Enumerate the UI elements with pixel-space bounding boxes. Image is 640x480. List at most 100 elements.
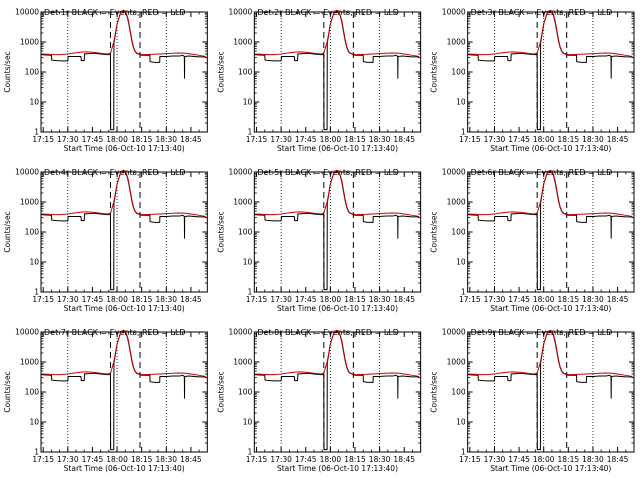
y-tick-label: 1 (461, 128, 466, 137)
y-tick-label: 10 (243, 258, 253, 267)
plot-frame (253, 171, 422, 293)
x-tick-label: 18:15 (344, 455, 366, 464)
panel-2: Det 2r BLACK = Events, RED = LLD 1 10 100 10… (216, 8, 422, 153)
series-line-red (254, 329, 420, 377)
panel-9: Det 9r BLACK = Events, RED = LLD 1 10 100 10… (430, 328, 635, 473)
x-tick-label: 18:00 (320, 135, 342, 144)
y-tick-label: 1000 (447, 358, 466, 367)
y-tick-label: 1000 (20, 38, 39, 47)
x-tick-label: 17:30 (270, 295, 292, 304)
x-tick-label: 18:45 (180, 295, 202, 304)
x-tick-label: 17:45 (82, 455, 104, 464)
panel-8: Det 8r BLACK = Events, RED = LLD 1 10 100 10… (216, 328, 422, 473)
x-tick-label: 17:30 (270, 455, 292, 464)
x-tick-label: 17:15 (32, 455, 54, 464)
panel-title: Det 7r BLACK = Events, RED = LLD (44, 328, 186, 337)
y-tick-label: 10000 (442, 8, 466, 17)
y-tick-label: 1 (248, 288, 253, 297)
y-tick-label: 10 (456, 258, 466, 267)
panel-title: Det 3r BLACK = Events, RED = LLD (471, 8, 613, 17)
x-tick-label: 18:45 (180, 455, 202, 464)
y-tick-label: 100 (25, 388, 40, 397)
x-tick-label: 18:00 (533, 455, 555, 464)
y-tick-label: 1 (461, 288, 466, 297)
y-tick-label: 10 (243, 98, 253, 107)
y-tick-label: 1 (34, 128, 39, 137)
x-tick-label: 17:30 (57, 135, 79, 144)
x-tick-label: 17:15 (459, 455, 481, 464)
y-tick-label: 1000 (233, 358, 252, 367)
y-tick-label: 10000 (15, 168, 39, 177)
x-tick-label: 18:15 (131, 135, 153, 144)
y-tick-label: 1 (248, 128, 253, 137)
x-tick-label: 18:30 (582, 135, 604, 144)
series-line-black (40, 330, 206, 451)
series-line-red (467, 329, 633, 377)
y-tick-label: 1000 (233, 38, 252, 47)
series-line-black (254, 330, 420, 451)
series-line-red (254, 169, 420, 217)
panel-title: Det 8r BLACK = Events, RED = LLD (257, 328, 399, 337)
x-tick-label: 18:30 (369, 455, 391, 464)
y-axis-label: Counts/sec (430, 371, 439, 412)
x-tick-label: 17:45 (508, 295, 530, 304)
x-tick-label: 18:45 (393, 295, 415, 304)
y-tick-label: 100 (25, 228, 40, 237)
x-tick-label: 17:45 (295, 295, 317, 304)
x-axis-label: Start Time (06-Oct-10 17:13:40) (490, 464, 611, 473)
y-tick-label: 10000 (442, 168, 466, 177)
series-line-black (467, 170, 633, 291)
panel-5: Det 5r BLACK = Events, RED = LLD 1 10 100 10… (216, 168, 422, 313)
plot-frame (40, 11, 208, 133)
y-axis-label: Counts/sec (3, 51, 12, 92)
y-tick-label: 100 (451, 68, 466, 77)
x-tick-label: 18:15 (344, 135, 366, 144)
x-axis-label: Start Time (06-Oct-10 17:13:40) (277, 144, 398, 153)
x-tick-label: 17:15 (32, 135, 54, 144)
x-tick-label: 18:00 (320, 295, 342, 304)
y-tick-label: 1000 (20, 358, 39, 367)
x-tick-label: 18:15 (558, 135, 580, 144)
y-tick-label: 1000 (233, 198, 252, 207)
x-tick-label: 17:15 (459, 135, 481, 144)
y-tick-label: 10 (29, 98, 39, 107)
x-tick-label: 18:30 (155, 295, 177, 304)
y-tick-label: 100 (451, 228, 466, 237)
x-tick-label: 18:15 (558, 455, 580, 464)
x-tick-label: 17:30 (484, 455, 506, 464)
y-axis-label: Counts/sec (216, 211, 225, 252)
x-tick-label: 17:15 (246, 455, 268, 464)
y-axis-label: Counts/sec (430, 51, 439, 92)
y-tick-label: 10000 (15, 328, 39, 337)
x-tick-label: 17:45 (82, 295, 104, 304)
panel-1: Det 1r BLACK = Events, RED = LLD 1 10 100 10… (3, 8, 208, 153)
y-axis-label: Counts/sec (216, 51, 225, 92)
x-tick-label: 18:45 (180, 135, 202, 144)
series-line-black (254, 170, 420, 291)
x-tick-label: 18:30 (369, 135, 391, 144)
x-tick-label: 17:30 (484, 135, 506, 144)
x-tick-label: 18:30 (582, 295, 604, 304)
x-axis-label: Start Time (06-Oct-10 17:13:40) (277, 464, 398, 473)
y-tick-label: 10000 (228, 8, 252, 17)
y-axis-label: Counts/sec (3, 211, 12, 252)
x-tick-label: 18:45 (607, 455, 629, 464)
y-tick-label: 1000 (447, 198, 466, 207)
y-tick-label: 10000 (228, 328, 252, 337)
x-tick-label: 18:00 (533, 135, 555, 144)
y-tick-label: 100 (25, 68, 40, 77)
y-tick-label: 10000 (442, 328, 466, 337)
x-tick-label: 17:45 (82, 135, 104, 144)
y-tick-label: 10 (243, 418, 253, 427)
series-line-black (40, 10, 206, 131)
y-tick-label: 10 (456, 418, 466, 427)
x-axis-label: Start Time (06-Oct-10 17:13:40) (64, 144, 185, 153)
y-tick-label: 10 (456, 98, 466, 107)
y-tick-label: 1 (248, 448, 253, 457)
panel-3: Det 3r BLACK = Events, RED = LLD 1 10 100 10… (430, 8, 635, 153)
x-tick-label: 18:30 (155, 135, 177, 144)
x-tick-label: 18:30 (155, 455, 177, 464)
x-axis-label: Start Time (06-Oct-10 17:13:40) (490, 144, 611, 153)
y-tick-label: 1 (34, 288, 39, 297)
